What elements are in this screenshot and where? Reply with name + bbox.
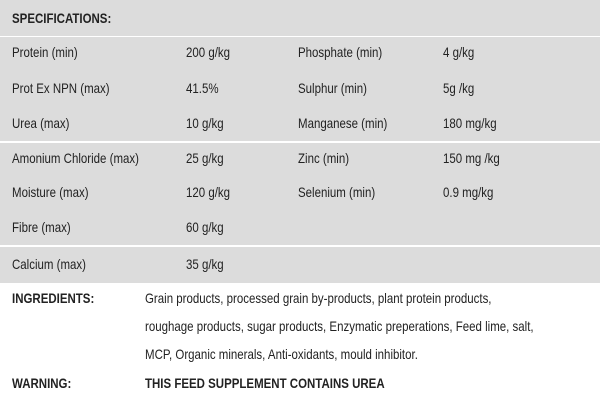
spec-label: Zinc (min) bbox=[298, 150, 350, 166]
spec-label: Selenium (min) bbox=[298, 184, 376, 200]
spec-value: 180 mg/kg bbox=[443, 115, 497, 131]
spec-label: Fibre (max) bbox=[12, 219, 71, 235]
spec-value: 10 g/kg bbox=[186, 115, 224, 131]
ingredients-label: INGREDIENTS: bbox=[12, 290, 95, 306]
spec-label: Phosphate (min) bbox=[298, 44, 383, 60]
ingredients-text: MCP, Organic minerals, Anti-oxidants, mo… bbox=[145, 346, 418, 362]
spec-value: 150 mg /kg bbox=[443, 150, 500, 166]
spec-value: 4 g/kg bbox=[443, 44, 475, 60]
ingredients-text: roughage products, sugar products, Enzym… bbox=[145, 318, 534, 334]
spec-label: Calcium (max) bbox=[12, 256, 86, 272]
spec-value: 200 g/kg bbox=[186, 44, 231, 60]
spec-label: Prot Ex NPN (max) bbox=[12, 80, 110, 96]
ingredients-text: Grain products, processed grain by-produ… bbox=[145, 290, 492, 306]
spec-label: Moisture (max) bbox=[12, 184, 89, 200]
group-panel bbox=[0, 247, 600, 283]
spec-title: SPECIFICATIONS: bbox=[12, 10, 112, 26]
spec-value: 25 g/kg bbox=[186, 150, 224, 166]
spec-value: 120 g/kg bbox=[186, 184, 231, 200]
warning-text: THIS FEED SUPPLEMENT CONTAINS UREA bbox=[145, 375, 385, 391]
warning-label: WARNING: bbox=[12, 375, 72, 391]
spec-label: Manganese (min) bbox=[298, 115, 388, 131]
spec-label: Amonium Chloride (max) bbox=[12, 150, 139, 166]
group-panel bbox=[0, 37, 600, 141]
header-panel bbox=[0, 0, 600, 36]
spec-value: 35 g/kg bbox=[186, 256, 224, 272]
spec-value: 60 g/kg bbox=[186, 219, 224, 235]
spec-label: Sulphur (min) bbox=[298, 80, 367, 96]
spec-value: 41.5% bbox=[186, 80, 219, 96]
group-panel bbox=[0, 143, 600, 245]
spec-value: 5g /kg bbox=[443, 80, 475, 96]
spec-value: 0.9 mg/kg bbox=[443, 184, 494, 200]
spec-label: Urea (max) bbox=[12, 115, 70, 131]
spec-label: Protein (min) bbox=[12, 44, 78, 60]
